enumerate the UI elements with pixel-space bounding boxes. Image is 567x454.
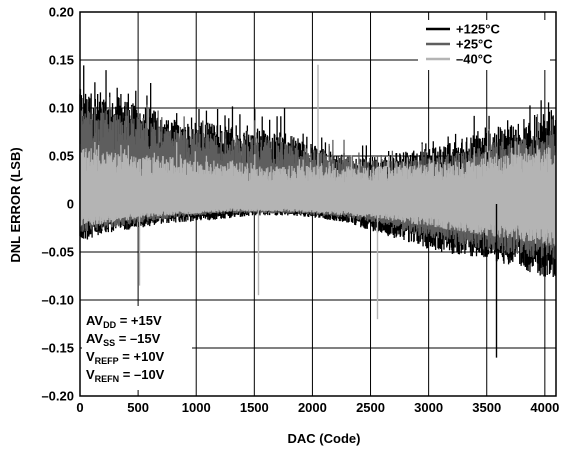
- y-tick-label: 0.15: [49, 53, 74, 68]
- y-tick-label: –0.15: [41, 341, 74, 356]
- condition-line: AVSS = –15V: [86, 331, 161, 348]
- x-tick-label: 500: [127, 400, 149, 415]
- y-tick-label: –0.20: [41, 389, 74, 404]
- y-tick-label: 0: [67, 197, 74, 212]
- conditions-background: [82, 306, 192, 390]
- x-tick-label: 2000: [298, 400, 327, 415]
- legend-label: –40°C: [456, 52, 493, 67]
- y-tick-label: –0.05: [41, 245, 74, 260]
- legend-label: +125°C: [456, 22, 500, 37]
- y-axis-title: DNL ERROR (LSB): [8, 147, 23, 262]
- y-tick-label: 0.05: [49, 149, 74, 164]
- x-tick-label: 3500: [472, 400, 501, 415]
- legend: +125°C+25°C–40°C: [418, 20, 550, 70]
- y-tick-label: 0.20: [49, 5, 74, 20]
- x-tick-label: 1500: [240, 400, 269, 415]
- plot-frame: [79, 11, 557, 397]
- condition-line: VREFP = +10V: [86, 349, 165, 366]
- x-tick-label: 0: [76, 400, 83, 415]
- condition-line: AVDD = +15V: [86, 313, 162, 330]
- legend-label: +25°C: [456, 37, 493, 52]
- x-tick-label: 2500: [356, 400, 385, 415]
- x-tick-label: 1000: [182, 400, 211, 415]
- tick-labels: 0 500 1000 1500 2000 2500 3000 3500 4000 –0.20 –0.…: [41, 5, 559, 416]
- y-tick-label: 0.10: [49, 101, 74, 116]
- x-tick-label: 3000: [414, 400, 443, 415]
- x-axis-title: DAC (Code): [288, 431, 361, 446]
- x-tick-label: 4000: [530, 400, 559, 415]
- y-tick-label: –0.10: [41, 293, 74, 308]
- series-layer: [79, 64, 557, 358]
- condition-line: VREFN = –10V: [86, 367, 165, 384]
